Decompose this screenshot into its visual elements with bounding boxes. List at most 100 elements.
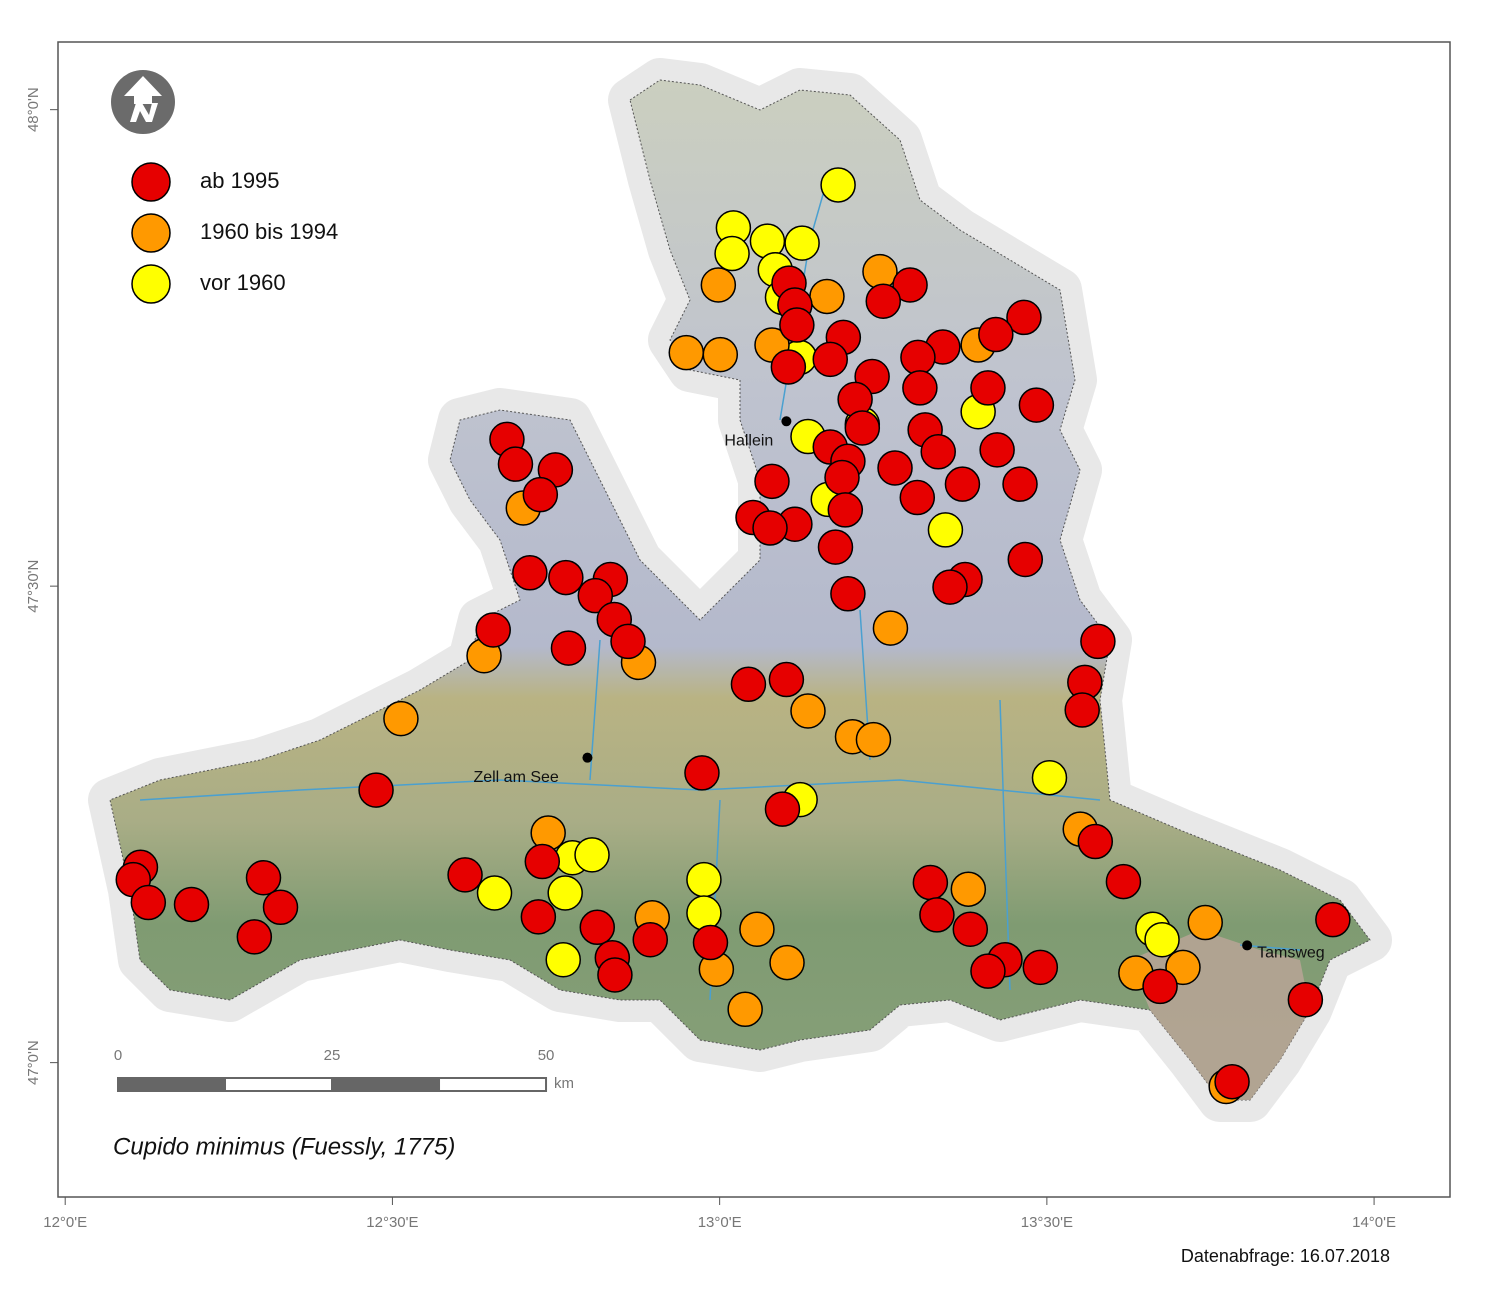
occurrence-point xyxy=(855,721,892,758)
occurrence-point xyxy=(827,492,864,528)
occurrence-point xyxy=(236,919,273,955)
occurrence-point xyxy=(1007,541,1044,578)
occurrence-point xyxy=(547,875,583,911)
occurrence-point xyxy=(686,861,722,898)
occurrence-point xyxy=(1022,949,1059,986)
occurrence-point xyxy=(692,924,729,961)
occurrence-point xyxy=(830,576,866,612)
occurrence-point xyxy=(877,450,913,486)
occurrence-point xyxy=(574,837,610,873)
occurrence-point xyxy=(383,700,419,737)
occurrence-point xyxy=(932,569,968,605)
occurrence-point xyxy=(900,339,936,376)
occurrence-point xyxy=(597,957,633,993)
occurrence-point xyxy=(970,370,1006,406)
occurrence-point xyxy=(1165,949,1201,986)
occurrence-point xyxy=(919,897,955,933)
occurrence-point xyxy=(245,860,282,896)
y-tick-label: 48°0'N xyxy=(25,87,42,132)
occurrence-point xyxy=(912,864,949,901)
occurrence-point xyxy=(1105,863,1142,900)
occurrence-point xyxy=(632,921,669,958)
place-label: Tamsweg xyxy=(1257,945,1325,962)
occurrence-point xyxy=(1031,759,1068,796)
occurrence-point xyxy=(784,225,820,261)
occurrence-point xyxy=(1080,623,1116,660)
occurrence-point xyxy=(824,459,860,496)
occurrence-point xyxy=(1002,466,1038,502)
occurrence-point xyxy=(739,911,775,947)
scale-label: 50 xyxy=(538,1047,555,1064)
occurrence-point xyxy=(769,944,805,981)
occurrence-point xyxy=(862,253,898,290)
place-dot xyxy=(1242,940,1253,951)
occurrence-point xyxy=(447,857,483,893)
north-arrow-head xyxy=(124,76,162,104)
occurrence-point xyxy=(730,666,767,703)
legend-label: vor 1960 xyxy=(200,270,286,295)
occurrence-point xyxy=(668,334,705,371)
occurrence-point xyxy=(944,466,981,502)
occurrence-point xyxy=(1287,981,1324,1018)
occurrence-point xyxy=(684,755,720,791)
occurrence-point xyxy=(970,953,1006,989)
legend-label: ab 1995 xyxy=(200,168,280,193)
scale-segment xyxy=(117,1077,227,1092)
points xyxy=(115,167,1351,1105)
place-dot xyxy=(781,416,792,427)
occurrence-point xyxy=(899,479,936,516)
occurrence-point xyxy=(817,529,854,565)
y-tick-label: 47°30'N xyxy=(25,560,42,613)
occurrence-point xyxy=(752,510,788,546)
occurrence-point xyxy=(770,349,807,385)
place-label: Zell am See xyxy=(473,769,558,786)
occurrence-point xyxy=(1144,921,1180,958)
occurrence-point xyxy=(700,267,737,303)
north-arrow-n xyxy=(130,103,158,122)
occurrence-point xyxy=(865,283,902,319)
occurrence-point xyxy=(702,336,739,373)
occurrence-point xyxy=(579,909,616,946)
occurrence-point xyxy=(497,446,534,482)
occurrence-point xyxy=(130,884,167,921)
scale-segment xyxy=(331,1077,441,1092)
scale-label: 0 xyxy=(114,1047,122,1064)
occurrence-point xyxy=(920,434,956,470)
occurrence-point xyxy=(872,610,909,646)
occurrence-point xyxy=(764,791,801,827)
occurrence-point xyxy=(476,875,513,911)
legend-marker xyxy=(131,162,171,202)
occurrence-point xyxy=(979,432,1015,468)
occurrence-point xyxy=(545,941,581,978)
occurrence-point xyxy=(779,307,815,343)
occurrence-point xyxy=(524,843,561,880)
y-tick-label: 47°0'N xyxy=(25,1040,42,1085)
occurrence-point xyxy=(978,316,1014,353)
occurrence-point xyxy=(892,267,928,303)
occurrence-point xyxy=(548,559,584,596)
place-label: Hallein xyxy=(724,433,773,450)
occurrence-point xyxy=(844,410,881,446)
occurrence-point xyxy=(927,512,964,548)
occurrence-point xyxy=(1006,299,1042,336)
region-terrain xyxy=(109,79,1371,1101)
occurrence-point xyxy=(522,476,559,513)
occurrence-point xyxy=(475,612,511,648)
footnote: Datenabfrage: 16.07.2018 xyxy=(1181,1246,1390,1266)
occurrence-point xyxy=(768,661,805,698)
occurrence-point xyxy=(1064,692,1100,728)
legend-marker xyxy=(131,213,171,253)
map-title: Cupido minimus (Fuessly, 1775) xyxy=(113,1133,455,1160)
region xyxy=(88,58,1392,1122)
occurrence-point xyxy=(820,167,856,203)
occurrence-point xyxy=(358,772,394,808)
x-tick-label: 12°0'E xyxy=(43,1214,87,1231)
occurrence-point xyxy=(950,871,987,907)
north-arrow xyxy=(111,70,175,134)
occurrence-point xyxy=(1187,904,1223,941)
occurrence-point xyxy=(550,630,587,666)
occurrence-point xyxy=(610,623,646,660)
occurrence-point xyxy=(577,577,614,614)
